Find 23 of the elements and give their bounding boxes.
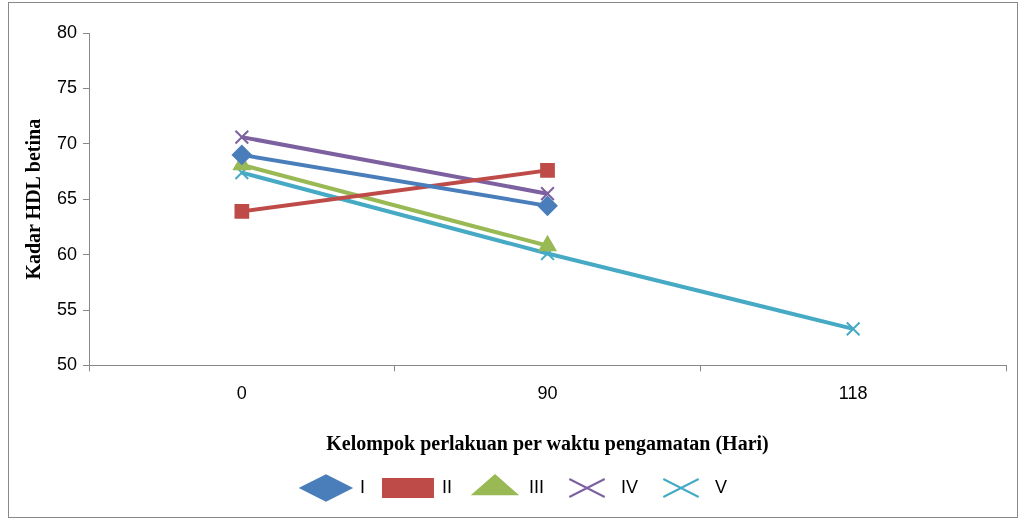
point bbox=[234, 129, 250, 145]
y-tick-label: 80 bbox=[56, 21, 78, 42]
y-tick-label: 60 bbox=[56, 243, 78, 264]
point bbox=[537, 195, 558, 216]
y-tick-label: 75 bbox=[56, 77, 78, 98]
legend-label: V bbox=[715, 476, 728, 497]
x-tick-label: 0 bbox=[236, 383, 247, 404]
point bbox=[540, 186, 555, 202]
y-tick-label: 70 bbox=[56, 132, 78, 153]
legend-label: II bbox=[441, 476, 453, 497]
x-tick-label: 90 bbox=[537, 383, 558, 404]
legend-label: III bbox=[528, 476, 545, 497]
y-tick-label: 65 bbox=[56, 188, 78, 209]
x-axis-title: Kelompok perlakuan per waktu pengamatan (Hari) bbox=[326, 432, 769, 456]
x-tick-label: 118 bbox=[838, 383, 868, 404]
point bbox=[845, 321, 861, 337]
point bbox=[540, 163, 555, 178]
y-tick-label: 50 bbox=[56, 354, 78, 375]
y-axis-title: Kadar HDL betina bbox=[22, 118, 45, 280]
point bbox=[234, 204, 250, 219]
y-tick-label: 55 bbox=[56, 298, 78, 319]
legend-label: I bbox=[359, 476, 366, 497]
legend-label: IV bbox=[621, 476, 639, 497]
